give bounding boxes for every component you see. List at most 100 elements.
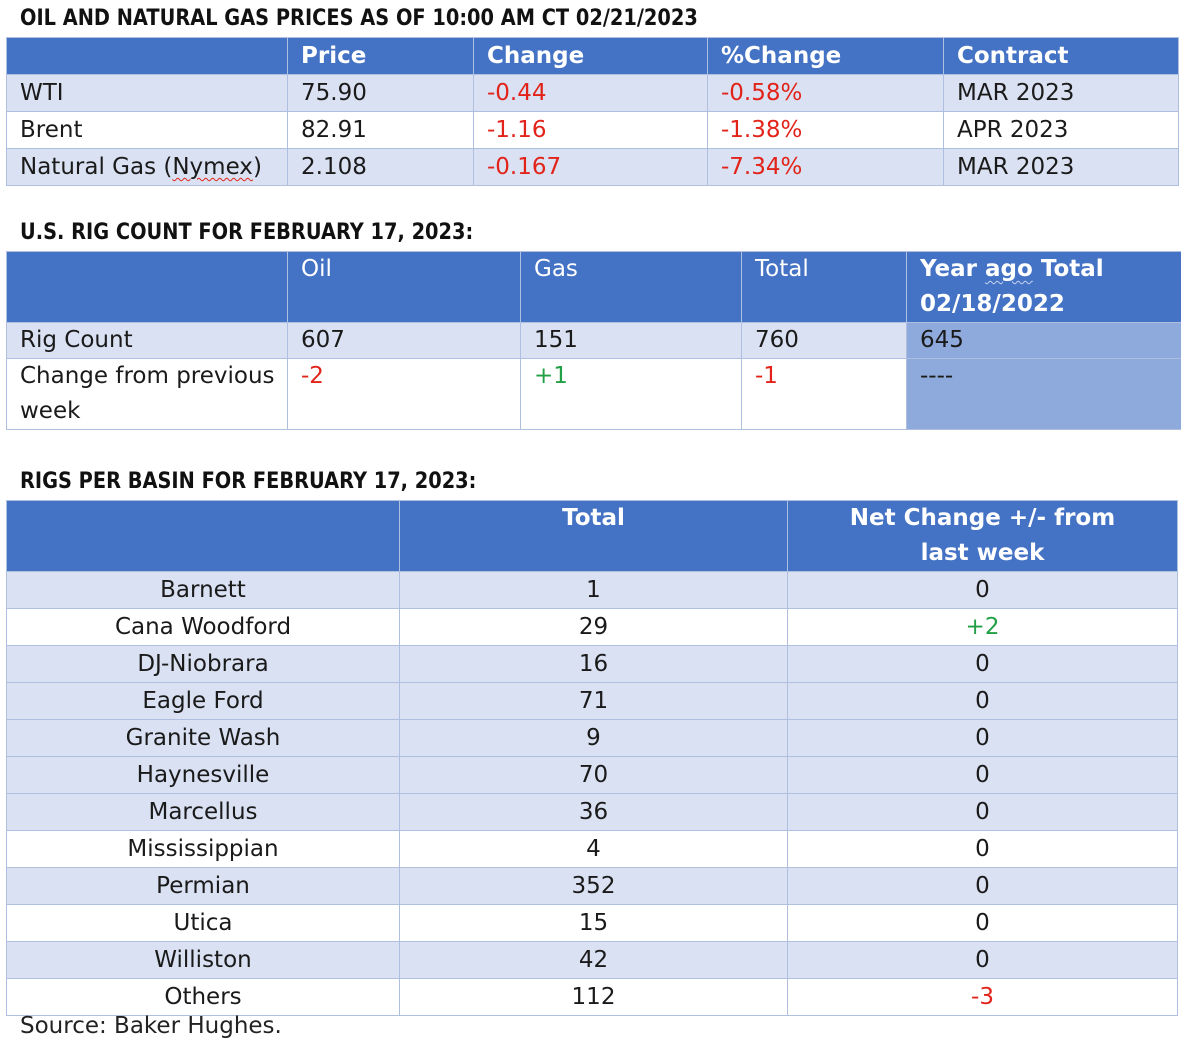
- basin-name: Permian: [7, 868, 400, 905]
- basin-net-change: 0: [788, 683, 1178, 720]
- basin-header-net-change: Net Change +/- from last week: [788, 501, 1178, 572]
- basin-net-change: 0: [788, 757, 1178, 794]
- basin-row: Williston 42 0: [7, 942, 1178, 979]
- basin-name: Barnett: [7, 572, 400, 609]
- year-ago-change: ----: [907, 359, 1181, 430]
- pct-change-value: -0.58%: [708, 75, 944, 112]
- price-value: 75.90: [288, 75, 474, 112]
- basin-row: DJ-Niobrara 16 0: [7, 646, 1178, 683]
- prices-header-contract: Contract: [944, 38, 1179, 75]
- basin-name: Marcellus: [7, 794, 400, 831]
- prices-header-price: Price: [288, 38, 474, 75]
- rig-count-title: U.S. RIG COUNT FOR FEBRUARY 17, 2023:: [20, 220, 473, 246]
- basin-header-total: Total: [400, 501, 788, 572]
- prices-row-wti: WTI 75.90 -0.44 -0.58% MAR 2023: [7, 75, 1179, 112]
- basin-row: Haynesville 70 0: [7, 757, 1178, 794]
- prices-row-brent: Brent 82.91 -1.16 -1.38% APR 2023: [7, 112, 1179, 149]
- change-value: -0.167: [474, 149, 708, 186]
- prices-header-pct-change: %Change: [708, 38, 944, 75]
- basin-name: Haynesville: [7, 757, 400, 794]
- commodity-name: Brent: [7, 112, 288, 149]
- basin-row: Mississippian 4 0: [7, 831, 1178, 868]
- basin-row: Utica 15 0: [7, 905, 1178, 942]
- spellcheck-flagged-word: ago: [985, 256, 1033, 282]
- rig-count-header-row: Oil Gas Total Year ago Total 02/18/2022: [7, 252, 1181, 323]
- year-ago-label-start: Year: [920, 256, 985, 282]
- prices-header-blank: [7, 38, 288, 75]
- weekly-change-row: Change from previous week -2 +1 -1 ----: [7, 359, 1181, 430]
- basin-total: 70: [400, 757, 788, 794]
- basin-total: 42: [400, 942, 788, 979]
- basin-net-change: 0: [788, 831, 1178, 868]
- commodity-name-suffix: ): [253, 154, 262, 180]
- rig-count-table: Oil Gas Total Year ago Total 02/18/2022 R…: [6, 251, 1181, 430]
- basin-name: Eagle Ford: [7, 683, 400, 720]
- contract-value: MAR 2023: [944, 75, 1179, 112]
- prices-row-natural-gas: Natural Gas (Nymex) 2.108 -0.167 -7.34% …: [7, 149, 1179, 186]
- basin-total: 16: [400, 646, 788, 683]
- row-label: Rig Count: [7, 323, 288, 359]
- basin-net-change: 0: [788, 646, 1178, 683]
- basin-total: 36: [400, 794, 788, 831]
- rig-header-year-ago: Year ago Total 02/18/2022: [907, 252, 1181, 323]
- basin-total: 29: [400, 609, 788, 646]
- oil-change: -2: [288, 359, 521, 430]
- rig-header-total: Total: [742, 252, 907, 323]
- basin-name: Cana Woodford: [7, 609, 400, 646]
- contract-value: MAR 2023: [944, 149, 1179, 186]
- prices-table: Price Change %Change Contract WTI 75.90 …: [6, 37, 1179, 186]
- basin-total: 112: [400, 979, 788, 1016]
- change-value: -1.16: [474, 112, 708, 149]
- basins-title: RIGS PER BASIN FOR FEBRUARY 17, 2023:: [20, 469, 476, 495]
- basin-net-change: -3: [788, 979, 1178, 1016]
- prices-header-row: Price Change %Change Contract: [7, 38, 1179, 75]
- basin-total: 4: [400, 831, 788, 868]
- basin-name: Others: [7, 979, 400, 1016]
- year-ago-label-end: Total: [1033, 256, 1104, 282]
- commodity-name-prefix: Natural Gas (: [20, 154, 172, 180]
- spellcheck-flagged-word: Nymex: [172, 154, 253, 180]
- rig-header-blank: [7, 252, 288, 323]
- basin-name: Williston: [7, 942, 400, 979]
- year-ago-total: 645: [907, 323, 1181, 359]
- basin-total: 15: [400, 905, 788, 942]
- rig-count-row: Rig Count 607 151 760 645: [7, 323, 1181, 359]
- basin-row: Others 112 -3: [7, 979, 1178, 1016]
- basin-name: Utica: [7, 905, 400, 942]
- gas-rigs: 151: [521, 323, 742, 359]
- price-value: 82.91: [288, 112, 474, 149]
- contract-value: APR 2023: [944, 112, 1179, 149]
- basin-header-blank: [7, 501, 400, 572]
- basin-row: Marcellus 36 0: [7, 794, 1178, 831]
- basin-row: Eagle Ford 71 0: [7, 683, 1178, 720]
- basin-net-change: +2: [788, 609, 1178, 646]
- basin-name: Mississippian: [7, 831, 400, 868]
- year-ago-date: 02/18/2022: [920, 291, 1065, 317]
- pct-change-value: -1.38%: [708, 112, 944, 149]
- basins-table: Total Net Change +/- from last week Barn…: [6, 500, 1178, 1016]
- commodity-name: WTI: [7, 75, 288, 112]
- basin-row: Barnett 1 0: [7, 572, 1178, 609]
- oil-rigs: 607: [288, 323, 521, 359]
- basin-total: 71: [400, 683, 788, 720]
- rig-header-oil: Oil: [288, 252, 521, 323]
- basin-row: Permian 352 0: [7, 868, 1178, 905]
- price-value: 2.108: [288, 149, 474, 186]
- basin-net-change: 0: [788, 942, 1178, 979]
- basin-net-change: 0: [788, 794, 1178, 831]
- basin-net-change: 0: [788, 720, 1178, 757]
- prices-header-change: Change: [474, 38, 708, 75]
- prices-title: OIL AND NATURAL GAS PRICES AS OF 10:00 A…: [20, 6, 698, 32]
- basin-name: Granite Wash: [7, 720, 400, 757]
- basin-net-change: 0: [788, 572, 1178, 609]
- basin-name: DJ-Niobrara: [7, 646, 400, 683]
- basin-net-change: 0: [788, 905, 1178, 942]
- source-note: Source: Baker Hughes.: [20, 1011, 282, 1041]
- basin-row: Cana Woodford 29 +2: [7, 609, 1178, 646]
- row-label: Change from previous week: [7, 359, 288, 430]
- pct-change-value: -7.34%: [708, 149, 944, 186]
- gas-change: +1: [521, 359, 742, 430]
- basin-total: 1: [400, 572, 788, 609]
- basin-total: 352: [400, 868, 788, 905]
- rig-header-gas: Gas: [521, 252, 742, 323]
